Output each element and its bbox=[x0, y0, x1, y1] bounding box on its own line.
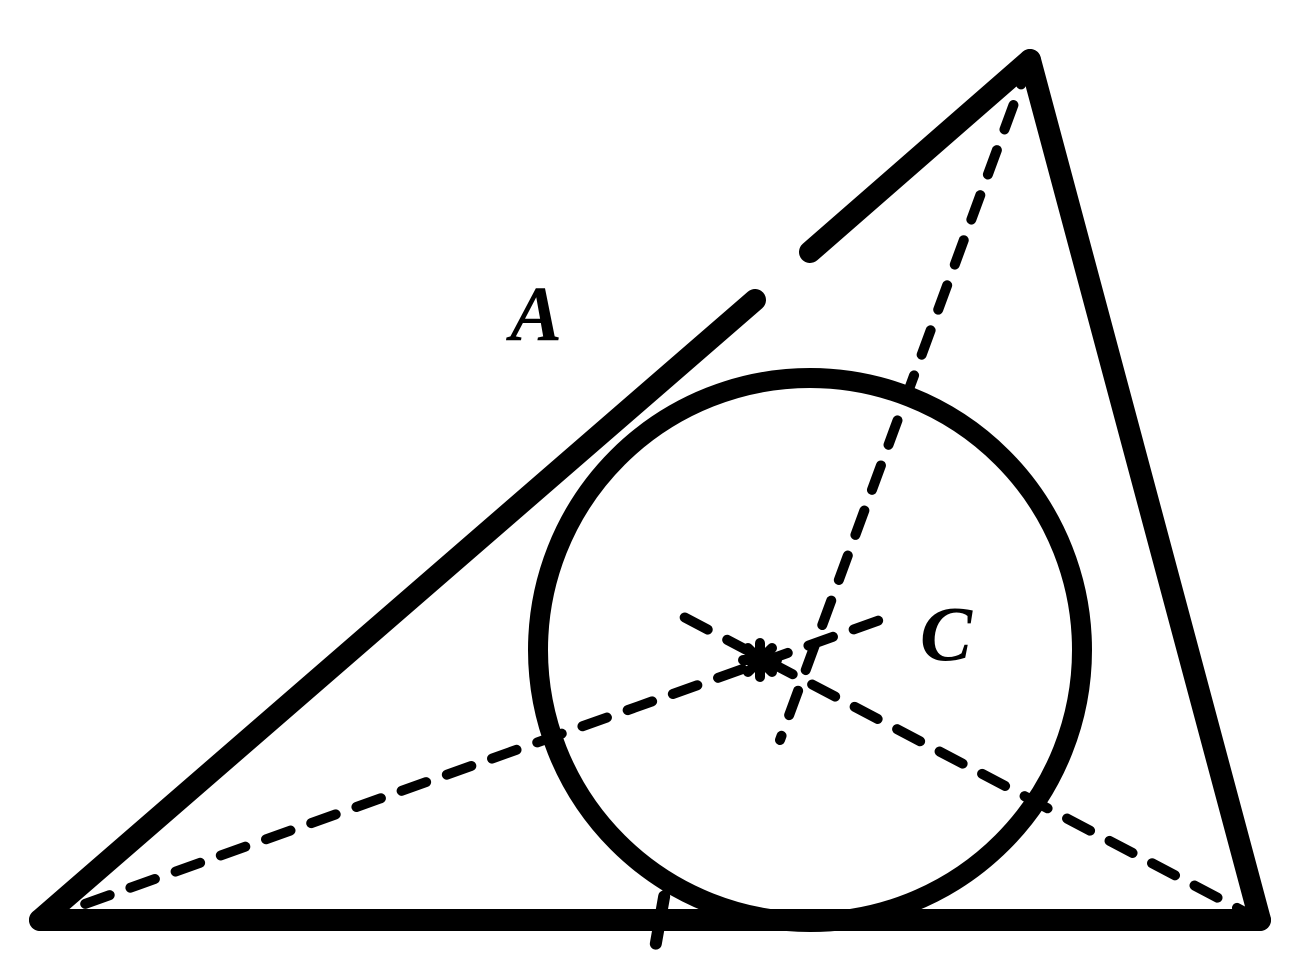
tick-marks bbox=[339, 630, 664, 944]
angle-bisectors bbox=[40, 60, 1260, 920]
label-a: A bbox=[505, 270, 562, 357]
tick-bottom-side bbox=[656, 896, 664, 943]
incenter-mark bbox=[743, 643, 777, 677]
inscribed-circle-diagram: A C bbox=[0, 0, 1291, 980]
triangle-side-left-lower bbox=[40, 300, 755, 920]
label-c: C bbox=[920, 590, 973, 677]
triangle bbox=[40, 60, 1260, 920]
triangle-side-right bbox=[1030, 60, 1260, 920]
